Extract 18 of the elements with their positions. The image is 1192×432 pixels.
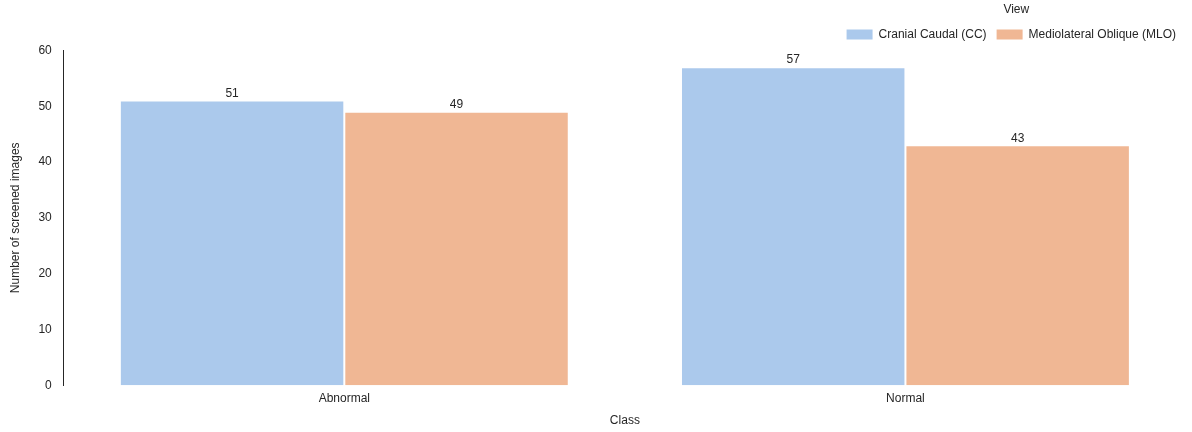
legend-title: View [1003,2,1030,17]
data-label: 57 [786,52,801,67]
data-label: 43 [1010,130,1025,145]
y-tick-label: 50 [38,98,53,113]
x-tick-label: Abnormal [318,390,370,405]
y-tick-label: 40 [38,154,53,169]
y-tick-label: 0 [45,377,53,392]
data-label: 51 [225,85,240,100]
x-axis-title: Class [609,413,640,428]
y-tick-label: 20 [38,265,53,280]
data-label: 49 [449,97,464,112]
y-tick-label: 10 [38,321,53,336]
y-axis-title: Number of screened images [7,142,22,294]
legend-label: Cranial Caudal (CC) [878,26,987,41]
legend-label: Mediolateral Oblique (MLO) [1028,26,1177,41]
y-tick-label: 30 [38,210,53,225]
y-tick-label: 60 [38,42,53,57]
x-tick-label: Normal [886,390,925,405]
